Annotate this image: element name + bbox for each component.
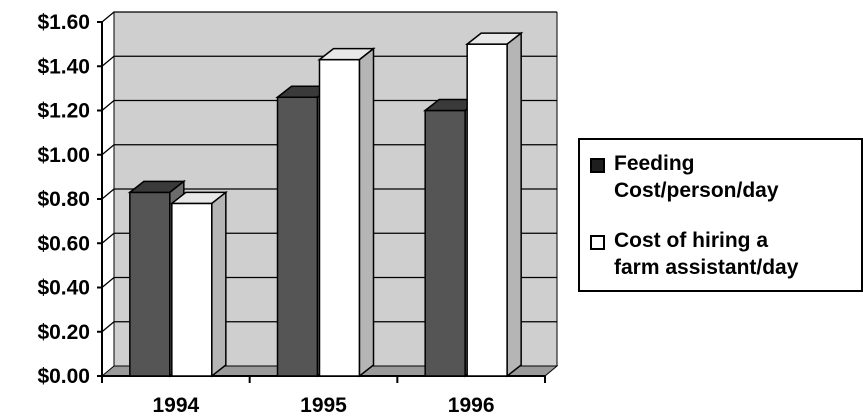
x-axis-tick-labels: 1994 1995 1996: [152, 394, 494, 417]
legend: Feeding Cost/person/day Cost of hiring a…: [578, 138, 863, 292]
gridline: [101, 232, 557, 244]
bar-front: [129, 191, 171, 377]
y-axis-tick-label: $1.60: [37, 11, 90, 34]
legend-swatch-empty: [590, 235, 605, 250]
bar-1996-series-2: [464, 31, 524, 378]
bar-1995-series-2: [317, 47, 376, 378]
gridline: [101, 99, 557, 111]
gridline: [101, 321, 557, 333]
bar-front: [466, 43, 508, 377]
gridlines: [101, 11, 557, 333]
y-axis-tick-label: $0.40: [37, 277, 90, 300]
y-axis-tick-labels: $0.00 $0.20 $0.40 $0.60 $0.80 $1.00 $1.20 $1.40…: [37, 11, 90, 388]
bar-1994-series-2: [169, 190, 229, 378]
y-axis-tick-label: $0.00: [37, 365, 90, 388]
bar-side: [211, 190, 227, 378]
bar-side: [358, 47, 375, 378]
bar-front: [276, 96, 319, 377]
y-axis-tick-label: $0.80: [37, 188, 90, 211]
gridline: [101, 144, 557, 156]
gridline: [101, 276, 557, 288]
y-axis-tick-label: $1.20: [37, 100, 90, 123]
legend-label-feeding-cost: Feeding Cost/person/day: [614, 152, 779, 202]
y-axis-tick-label: $1.40: [37, 55, 90, 78]
gridline: [101, 188, 557, 200]
x-axis-tick-label: 1994: [152, 394, 199, 417]
x-axis-tick-label: 1995: [300, 394, 347, 417]
x-axis-tick-label: 1996: [448, 394, 495, 417]
y-axis-tick-label: $1.00: [37, 144, 90, 167]
y-axis-tick-label: $0.20: [37, 321, 90, 344]
bar-side: [506, 31, 522, 378]
legend-item-feeding-cost: Feeding Cost/person/day: [590, 150, 854, 204]
bar-front: [171, 202, 213, 377]
gridline: [101, 55, 557, 67]
legend-swatch-filled: [590, 158, 605, 173]
y-axis-tick-label: $0.60: [37, 232, 90, 255]
legend-label-farm-assistant-cost: Cost of hiring a farm assistant/day: [614, 229, 799, 279]
gridline: [101, 11, 557, 23]
bars: [127, 31, 524, 378]
bar-front: [424, 109, 466, 377]
legend-item-farm-assistant-cost: Cost of hiring a farm assistant/day: [590, 227, 854, 281]
bar-front: [318, 58, 361, 377]
